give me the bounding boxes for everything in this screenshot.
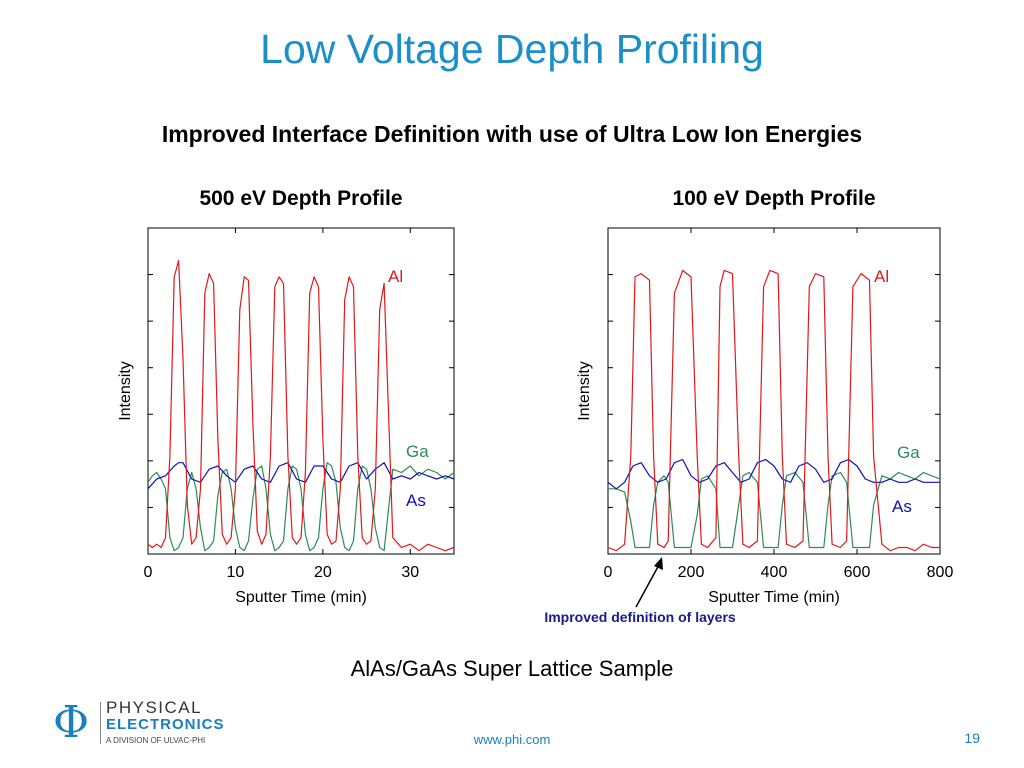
slide-subtitle: Improved Interface Definition with use o…	[161, 121, 863, 147]
logo-line2: ELECTRONICS	[106, 716, 225, 733]
series-label-al: Al	[874, 267, 889, 286]
annotation-arrow	[635, 557, 663, 608]
series-line-al	[147, 260, 455, 552]
chart-left-title: 500 eV Depth Profile	[199, 187, 403, 210]
footer-url[interactable]: www.phi.com	[473, 732, 551, 747]
logo-line1: PHYSICAL	[106, 698, 203, 717]
series-label-ga: Ga	[406, 442, 429, 461]
logo-line3: A DIVISION OF ULVAC-PHI	[106, 736, 206, 745]
chart-right: 0 200 400 600 800 Sputter Time (min) Intensity…	[576, 227, 954, 606]
series-line-ga	[147, 462, 455, 552]
x-tick-label: 400	[761, 564, 788, 581]
series-line-ga	[608, 471, 941, 549]
page-number: 19	[964, 730, 980, 746]
x-tick-label: 20	[314, 564, 332, 581]
series-label-ga: Ga	[897, 443, 920, 462]
series-label-as: As	[892, 497, 912, 516]
x-tick-label: 10	[227, 564, 245, 581]
series-label-al: Al	[388, 267, 403, 286]
series-line-as	[147, 462, 455, 490]
arrow-shaft	[635, 562, 661, 608]
series-line-al	[607, 269, 940, 552]
chart-right-title: 100 eV Depth Profile	[672, 187, 876, 210]
x-tick-label: 0	[604, 564, 613, 581]
y-axis-label: Intensity	[117, 361, 134, 421]
annotation-text: Improved definition of layers	[544, 609, 736, 625]
arrow-head	[654, 557, 663, 570]
slide-caption: AlAs/GaAs Super Lattice Sample	[350, 656, 674, 681]
x-tick-label: 600	[844, 564, 871, 581]
x-axis-label: Sputter Time (min)	[235, 589, 367, 606]
y-axis-label: Intensity	[576, 361, 593, 421]
phi-logo-icon: Φ	[52, 697, 90, 748]
chart-left: 0 10 20 30 Sputter Time (min) Intensity Al Ga As	[117, 227, 455, 606]
slide-title: Low Voltage Depth Profiling	[260, 26, 764, 72]
x-tick-label: 0	[144, 564, 153, 581]
x-axis-label: Sputter Time (min)	[708, 589, 840, 606]
company-logo: Φ PHYSICAL ELECTRONICS A DIVISION OF ULV…	[48, 698, 228, 750]
logo-divider	[100, 702, 101, 744]
series-label-as: As	[406, 491, 426, 510]
x-tick-label: 800	[927, 564, 954, 581]
plot-frame	[607, 227, 941, 555]
series-line-as	[607, 458, 940, 490]
plot-frame	[147, 227, 455, 555]
x-tick-label: 200	[678, 564, 705, 581]
x-tick-label: 30	[401, 564, 419, 581]
